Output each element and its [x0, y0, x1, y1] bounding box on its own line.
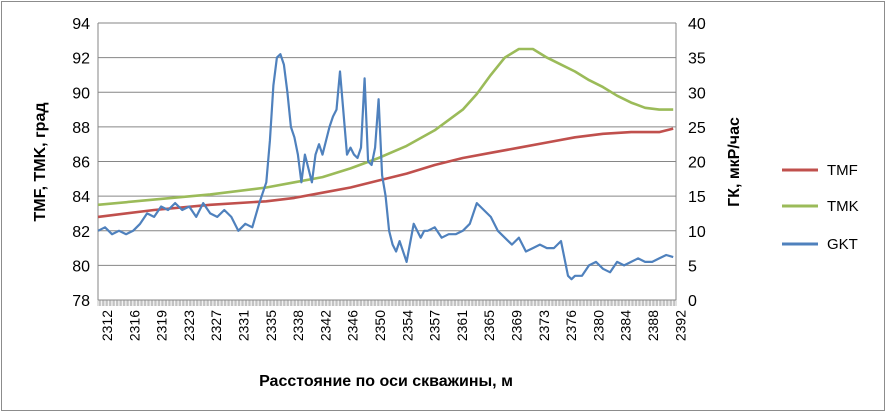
- legend: TMF TMK GKT: [782, 162, 859, 253]
- legend-label-tmf: TMF: [827, 162, 858, 179]
- x-tick-label: 2312: [99, 310, 115, 341]
- y-tick-label-right: 5: [688, 258, 697, 275]
- x-tick-label: 2388: [645, 310, 661, 341]
- y-tick-label-left: 92: [72, 51, 90, 68]
- y-tick-label-left: 78: [72, 293, 90, 310]
- x-tick-label: 2342: [317, 310, 333, 341]
- x-tick-label: 2350: [372, 310, 388, 341]
- y-tick-label-right: 35: [688, 51, 706, 68]
- series-line-tmk: [97, 47, 674, 207]
- x-tick-label: 2338: [290, 310, 306, 341]
- x-tick-label: 2361: [454, 310, 470, 341]
- x-tick-label: 2319: [154, 310, 170, 341]
- x-axis-ticks: 2312 2316 2319 2323 2327 2331 2335 2338 2342 2346…: [99, 310, 688, 341]
- y-tick-label-right: 25: [688, 120, 706, 137]
- y-tick-label-left: 84: [72, 189, 90, 206]
- x-axis: [97, 23, 677, 306]
- series-line-gkt: [97, 53, 674, 281]
- y-tick-label-left: 82: [72, 224, 90, 241]
- y-tick-label-left: 90: [72, 85, 90, 102]
- legend-label-gkt: GKT: [827, 236, 858, 253]
- x-tick-label: 2327: [208, 310, 224, 341]
- x-tick-label: 2365: [481, 310, 497, 341]
- left-y-axis-ticks: 78 80 82 84 86 88 90 92 94: [72, 16, 90, 310]
- y-tick-label-right: 0: [688, 293, 697, 310]
- x-tick-label: 2373: [536, 310, 552, 341]
- x-tick-label: 2346: [345, 310, 361, 341]
- y-tick-label-right: 20: [688, 155, 706, 172]
- x-tick-label: 2376: [563, 310, 579, 341]
- y-tick-label-right: 30: [688, 85, 706, 102]
- y-tick-label-left: 80: [72, 258, 90, 275]
- x-tick-label: 2369: [509, 310, 525, 341]
- x-tick-label: 2323: [181, 310, 197, 341]
- y-tick-label-left: 94: [72, 16, 90, 33]
- series-lines: [97, 47, 674, 281]
- y-tick-label-right: 10: [688, 224, 706, 241]
- legend-label-tmk: TMK: [827, 198, 859, 215]
- x-tick-label: 2380: [590, 310, 606, 341]
- y-tick-label-right: 15: [688, 189, 706, 206]
- x-tick-label: 2331: [236, 310, 252, 341]
- right-y-axis-ticks: 0 5 10 15 20 25 30 35 40: [688, 16, 706, 310]
- x-tick-label: 2392: [672, 310, 688, 341]
- x-tick-label: 2384: [618, 310, 634, 341]
- left-y-axis-title: TMF, TMK, град: [32, 102, 49, 221]
- x-tick-label: 2357: [427, 310, 443, 341]
- x-tick-label: 2316: [126, 310, 142, 341]
- right-y-axis-title: ГК, мкР/час: [726, 117, 743, 207]
- x-axis-title: Расстояние по оси скважины, м: [259, 373, 513, 390]
- y-tick-label-left: 86: [72, 155, 90, 172]
- y-tick-label-left: 88: [72, 120, 90, 137]
- series-line-tmf: [97, 127, 674, 219]
- gridlines: [98, 22, 676, 266]
- x-tick-label: 2354: [399, 310, 415, 341]
- y-tick-label-right: 40: [688, 16, 706, 33]
- x-tick-label: 2335: [263, 310, 279, 341]
